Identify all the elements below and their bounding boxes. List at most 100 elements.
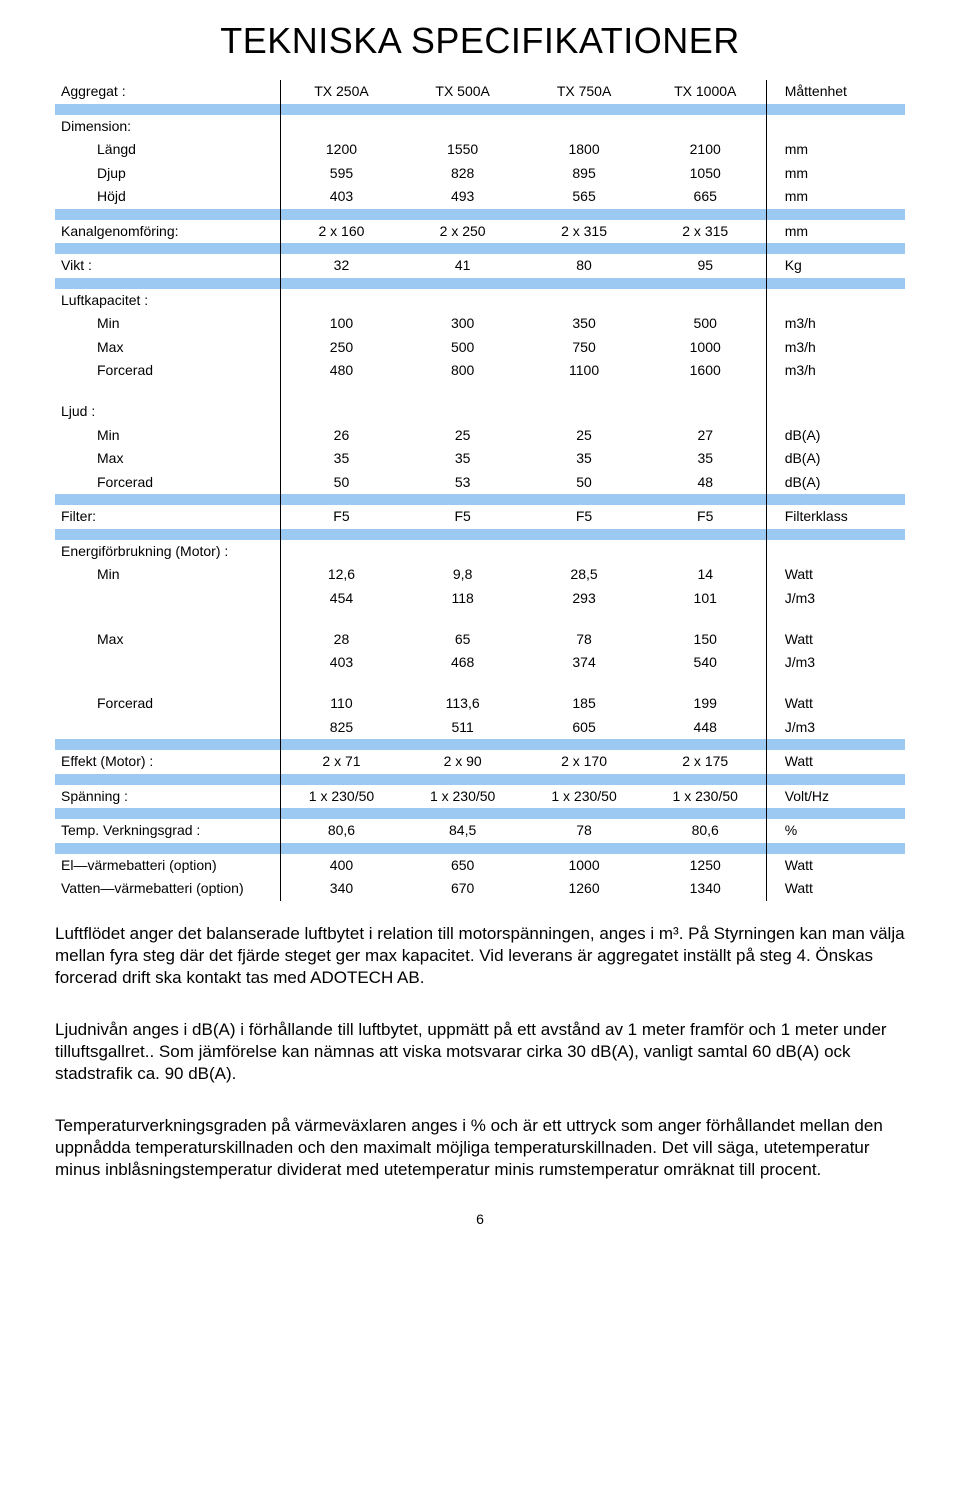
row-label: Effekt (Motor) : xyxy=(55,750,281,774)
cell: 25 xyxy=(402,424,523,448)
cell: 500 xyxy=(402,336,523,360)
cell: 28 xyxy=(281,628,402,652)
cell: 35 xyxy=(402,447,523,471)
cell: 1340 xyxy=(645,877,766,901)
cell xyxy=(645,115,766,139)
row-label: Max xyxy=(55,336,281,360)
table-row: Kanalgenomföring:2 x 1602 x 2502 x 3152 … xyxy=(55,220,905,244)
cell: 50 xyxy=(281,471,402,495)
cell: 118 xyxy=(402,587,523,611)
cell: 25 xyxy=(523,424,644,448)
unit-cell xyxy=(766,540,905,564)
cell: F5 xyxy=(402,505,523,529)
table-row: Höjd403493565665mm xyxy=(55,185,905,209)
note-paragraph: Luftflödet anger det balanserade luftbyt… xyxy=(55,923,905,989)
unit-cell: mm xyxy=(766,220,905,244)
cell: 1600 xyxy=(645,359,766,383)
cell: 185 xyxy=(523,692,644,716)
page-number: 6 xyxy=(55,1211,905,1227)
cell: 250 xyxy=(281,336,402,360)
row-label: Spänning : xyxy=(55,785,281,809)
cell: 65 xyxy=(402,628,523,652)
cell: 2 x 315 xyxy=(523,220,644,244)
cell: 150 xyxy=(645,628,766,652)
row-label: Min xyxy=(55,312,281,336)
unit-cell: % xyxy=(766,819,905,843)
row-label: Luftkapacitet : xyxy=(55,289,281,313)
cell: 110 xyxy=(281,692,402,716)
cell: 750 xyxy=(523,336,644,360)
table-row: 454118293101J/m3 xyxy=(55,587,905,611)
unit-cell: J/m3 xyxy=(766,587,905,611)
unit-cell: Watt xyxy=(766,750,905,774)
cell: 1260 xyxy=(523,877,644,901)
unit-cell: J/m3 xyxy=(766,716,905,740)
cell: 41 xyxy=(402,254,523,278)
cell xyxy=(645,289,766,313)
unit-cell: Watt xyxy=(766,692,905,716)
cell: 1800 xyxy=(523,138,644,162)
row-label: El—värmebatteri (option) xyxy=(55,854,281,878)
cell: 50 xyxy=(523,471,644,495)
cell: 2100 xyxy=(645,138,766,162)
row-label: Kanalgenomföring: xyxy=(55,220,281,244)
cell: 32 xyxy=(281,254,402,278)
cell: 78 xyxy=(523,628,644,652)
row-label xyxy=(55,651,281,675)
cell: 468 xyxy=(402,651,523,675)
row-label: Längd xyxy=(55,138,281,162)
unit-header: Måttenhet xyxy=(766,80,905,104)
table-row: Max2505007501000m3/h xyxy=(55,336,905,360)
unit-cell: dB(A) xyxy=(766,424,905,448)
cell: 480 xyxy=(281,359,402,383)
cell: 605 xyxy=(523,716,644,740)
table-row: Forcerad110113,6185199Watt xyxy=(55,692,905,716)
cell xyxy=(402,289,523,313)
cell: 350 xyxy=(523,312,644,336)
unit-cell: m3/h xyxy=(766,312,905,336)
note-paragraph: Temperaturverkningsgraden på värmeväxlar… xyxy=(55,1115,905,1181)
cell xyxy=(645,540,766,564)
cell: F5 xyxy=(523,505,644,529)
cell xyxy=(281,289,402,313)
cell xyxy=(523,115,644,139)
row-label: Vikt : xyxy=(55,254,281,278)
cell: 35 xyxy=(281,447,402,471)
table-row: Max286578150Watt xyxy=(55,628,905,652)
cell xyxy=(402,115,523,139)
unit-cell: mm xyxy=(766,185,905,209)
table-row: Forcerad48080011001600m3/h xyxy=(55,359,905,383)
cell: 1050 xyxy=(645,162,766,186)
cell: 1 x 230/50 xyxy=(523,785,644,809)
cell: 84,5 xyxy=(402,819,523,843)
cell: 565 xyxy=(523,185,644,209)
row-label: Energiförbrukning (Motor) : xyxy=(55,540,281,564)
table-row: Ljud : xyxy=(55,400,905,424)
cell: 511 xyxy=(402,716,523,740)
unit-cell: Filterklass xyxy=(766,505,905,529)
unit-cell: Volt/Hz xyxy=(766,785,905,809)
cell: 665 xyxy=(645,185,766,209)
note-paragraph: Ljudnivån anges i dB(A) i förhållande ti… xyxy=(55,1019,905,1085)
cell xyxy=(402,540,523,564)
cell: 53 xyxy=(402,471,523,495)
unit-cell: m3/h xyxy=(766,359,905,383)
unit-cell xyxy=(766,400,905,424)
table-row: Min100300350500m3/h xyxy=(55,312,905,336)
cell: 650 xyxy=(402,854,523,878)
column-header: TX 250A xyxy=(281,80,402,104)
cell: 35 xyxy=(523,447,644,471)
table-row: 403468374540J/m3 xyxy=(55,651,905,675)
cell: 80,6 xyxy=(645,819,766,843)
cell: 403 xyxy=(281,651,402,675)
row-label: Höjd xyxy=(55,185,281,209)
cell: 595 xyxy=(281,162,402,186)
row-label xyxy=(55,716,281,740)
cell: 100 xyxy=(281,312,402,336)
cell: F5 xyxy=(645,505,766,529)
table-row: Min12,69,828,514Watt xyxy=(55,563,905,587)
row-label: Dimension: xyxy=(55,115,281,139)
unit-cell xyxy=(766,115,905,139)
cell: 80 xyxy=(523,254,644,278)
cell: 113,6 xyxy=(402,692,523,716)
